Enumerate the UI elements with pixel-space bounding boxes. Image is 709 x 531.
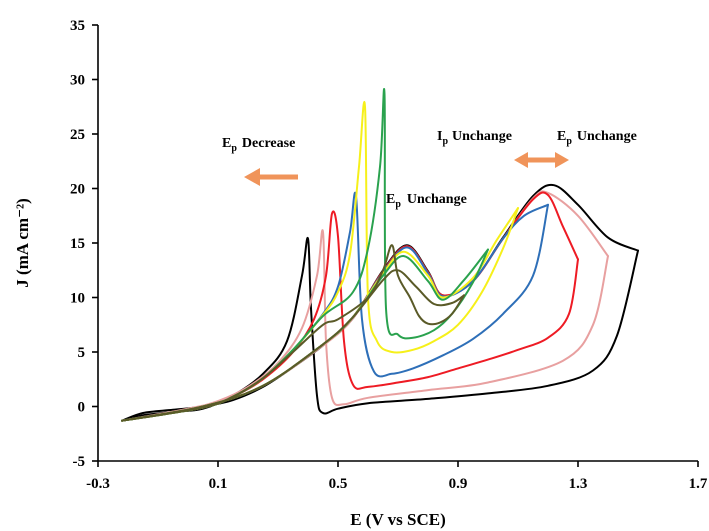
x-tick-label: 0.5: [329, 476, 348, 492]
annotation-symbol: E: [386, 192, 395, 207]
annotation-subscript: p: [231, 143, 237, 154]
y-tick-label: 15: [70, 236, 85, 252]
arrow-head-left: [514, 152, 528, 168]
curves-group: [121, 88, 639, 422]
annotation-symbol: E: [557, 129, 566, 144]
double-arrow-icon: [514, 152, 569, 168]
x-tick-label: 0.1: [209, 476, 228, 492]
series-5-forward-scan: [121, 207, 519, 422]
y-tick-label: 25: [70, 127, 85, 143]
annotation-ip-unchange: Ip Unchange: [437, 129, 512, 147]
annotation-text: Decrease: [242, 136, 295, 151]
y-tick-label: 10: [70, 291, 85, 307]
annotation-text: Unchange: [452, 129, 512, 144]
series-2-reverse-scan: [121, 229, 609, 422]
y-tick-label: 0: [78, 400, 86, 416]
annotation-ep-decrease: Ep Decrease: [222, 136, 295, 154]
y-tick-label: 20: [70, 182, 85, 198]
series-1-reverse-scan: [121, 236, 639, 422]
series-4-forward-scan: [121, 203, 549, 422]
annotation-subscript: p: [395, 199, 401, 210]
annotation-symbol: I: [437, 129, 442, 144]
y-tick-label: 35: [70, 18, 85, 34]
annotation-text: Unchange: [577, 129, 637, 144]
y-tick-label: 30: [70, 73, 85, 89]
series-7-forward-scan: [121, 269, 465, 422]
x-tick-label: 1.7: [689, 476, 708, 492]
x-tick-label: 1.3: [569, 476, 588, 492]
annotation-ep-unchange-right: Ep Unchange: [557, 129, 637, 147]
y-tick-label: -5: [73, 454, 86, 470]
series-3-reverse-scan: [121, 210, 579, 422]
x-axis-ticks: -0.3 0.1 0.5 0.9 1.3 1.7: [86, 461, 708, 492]
left-arrow-icon: [244, 168, 298, 186]
series-curve-7: [121, 244, 465, 422]
annotation-ep-unchange-middle: Ep Unchange: [386, 192, 467, 210]
y-tick-label: 5: [78, 345, 86, 361]
annotation-text: Unchange: [407, 192, 467, 207]
x-tick-label: 0.9: [449, 476, 468, 492]
series-7-reverse-scan: [121, 244, 465, 422]
x-axis-title: E (V vs SCE): [350, 510, 446, 529]
arrow-head: [244, 168, 260, 186]
annotation-symbol: E: [222, 136, 231, 151]
arrow-head-right: [555, 152, 569, 168]
y-axis-title: J (mA cm⁻²): [13, 198, 32, 288]
annotation-subscript: p: [566, 136, 572, 147]
x-tick-label: -0.3: [86, 476, 110, 492]
y-axis-ticks: -5 0 5 10 15 20 25 30 35: [70, 18, 98, 470]
annotation-subscript: p: [442, 136, 448, 147]
